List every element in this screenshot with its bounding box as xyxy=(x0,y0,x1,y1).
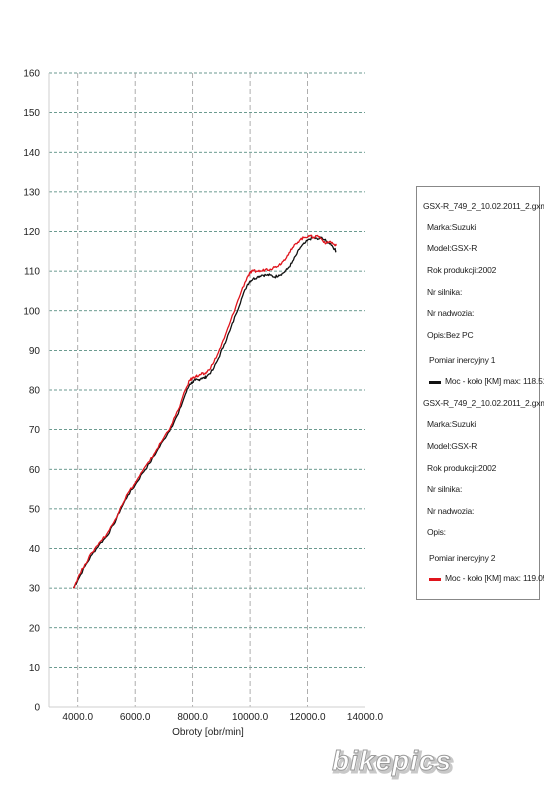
legend-series-2: Moc - koło [KM] max: 119.05 xyxy=(445,573,544,583)
y-tick-label: 140 xyxy=(23,148,40,159)
legend-nadwozie-2: Nr nadwozia: xyxy=(427,506,475,516)
y-tick-label: 80 xyxy=(29,386,41,397)
y-tick-label: 70 xyxy=(29,425,41,436)
legend-marka-2: Marka:Suzuki xyxy=(427,419,477,429)
legend-rok-1: Rok produkcji:2002 xyxy=(427,265,497,275)
legend-opis-2: Opis: xyxy=(427,527,446,537)
legend-swatch-1 xyxy=(429,381,441,384)
series-line-2 xyxy=(73,234,337,589)
legend-silnik-2: Nr silnika: xyxy=(427,484,463,494)
legend-file-2: GSX-R_749_2_10.02.2011_2.gxml xyxy=(423,398,544,408)
y-tick-label: 10 xyxy=(29,663,41,674)
y-tick-label: 90 xyxy=(29,346,41,357)
y-tick-label: 100 xyxy=(23,306,40,317)
legend-marka-1: Marka:Suzuki xyxy=(427,222,477,232)
grid xyxy=(49,72,365,707)
y-tick-label: 110 xyxy=(24,267,40,278)
tick-labels: 0 10 20 30 40 50 60 70 80 90 100 110 120 130 140 150 160… xyxy=(23,69,383,724)
legend-file-1: GSX-R_749_2_10.02.2011_2.gxml xyxy=(423,201,544,211)
legend-nadwozie-1: Nr nadwozia: xyxy=(427,308,475,318)
x-tick-label: 10000.0 xyxy=(232,712,269,723)
x-tick-label: 8000.0 xyxy=(177,712,208,723)
legend-pomiar-2: Pomiar inercyjny 2 xyxy=(429,553,496,563)
y-tick-label: 150 xyxy=(23,108,40,119)
legend-silnik-1: Nr silnika: xyxy=(427,287,463,297)
y-tick-label: 0 xyxy=(34,703,40,714)
x-tick-label: 6000.0 xyxy=(120,712,151,723)
legend-opis-1: Opis:Bez PC xyxy=(427,330,474,340)
x-tick-label: 14000.0 xyxy=(347,712,384,723)
legend-model-2: Model:GSX-R xyxy=(427,441,478,451)
legend-swatch-2 xyxy=(429,578,441,581)
series-line-1 xyxy=(72,236,337,589)
y-tick-label: 20 xyxy=(29,623,41,634)
legend-series-1: Moc - koło [KM] max: 118.51 xyxy=(445,376,544,386)
x-tick-label: 4000.0 xyxy=(62,712,93,723)
y-tick-label: 160 xyxy=(23,69,40,80)
svg-text:bikepics: bikepics xyxy=(334,747,454,778)
y-tick-label: 120 xyxy=(23,227,40,238)
x-axis-label: Obroty [obr/min] xyxy=(172,727,244,738)
svg-text:bikepics: bikepics xyxy=(332,745,452,776)
y-tick-label: 60 xyxy=(29,465,41,476)
bikepics-logo: bikepics bikepics xyxy=(332,745,455,780)
y-tick-label: 130 xyxy=(23,187,40,198)
y-tick-label: 30 xyxy=(29,584,41,595)
legend: GSX-R_749_2_10.02.2011_2.gxml Marka:Suzu… xyxy=(416,186,544,600)
legend-pomiar-1: Pomiar inercyjny 1 xyxy=(429,355,496,365)
axes xyxy=(48,73,365,708)
legend-rok-2: Rok produkcji:2002 xyxy=(427,463,497,473)
y-tick-label: 50 xyxy=(29,504,41,515)
series-group xyxy=(72,234,337,589)
x-tick-label: 12000.0 xyxy=(289,712,326,723)
legend-model-1: Model:GSX-R xyxy=(427,243,478,253)
y-tick-label: 40 xyxy=(29,544,41,555)
